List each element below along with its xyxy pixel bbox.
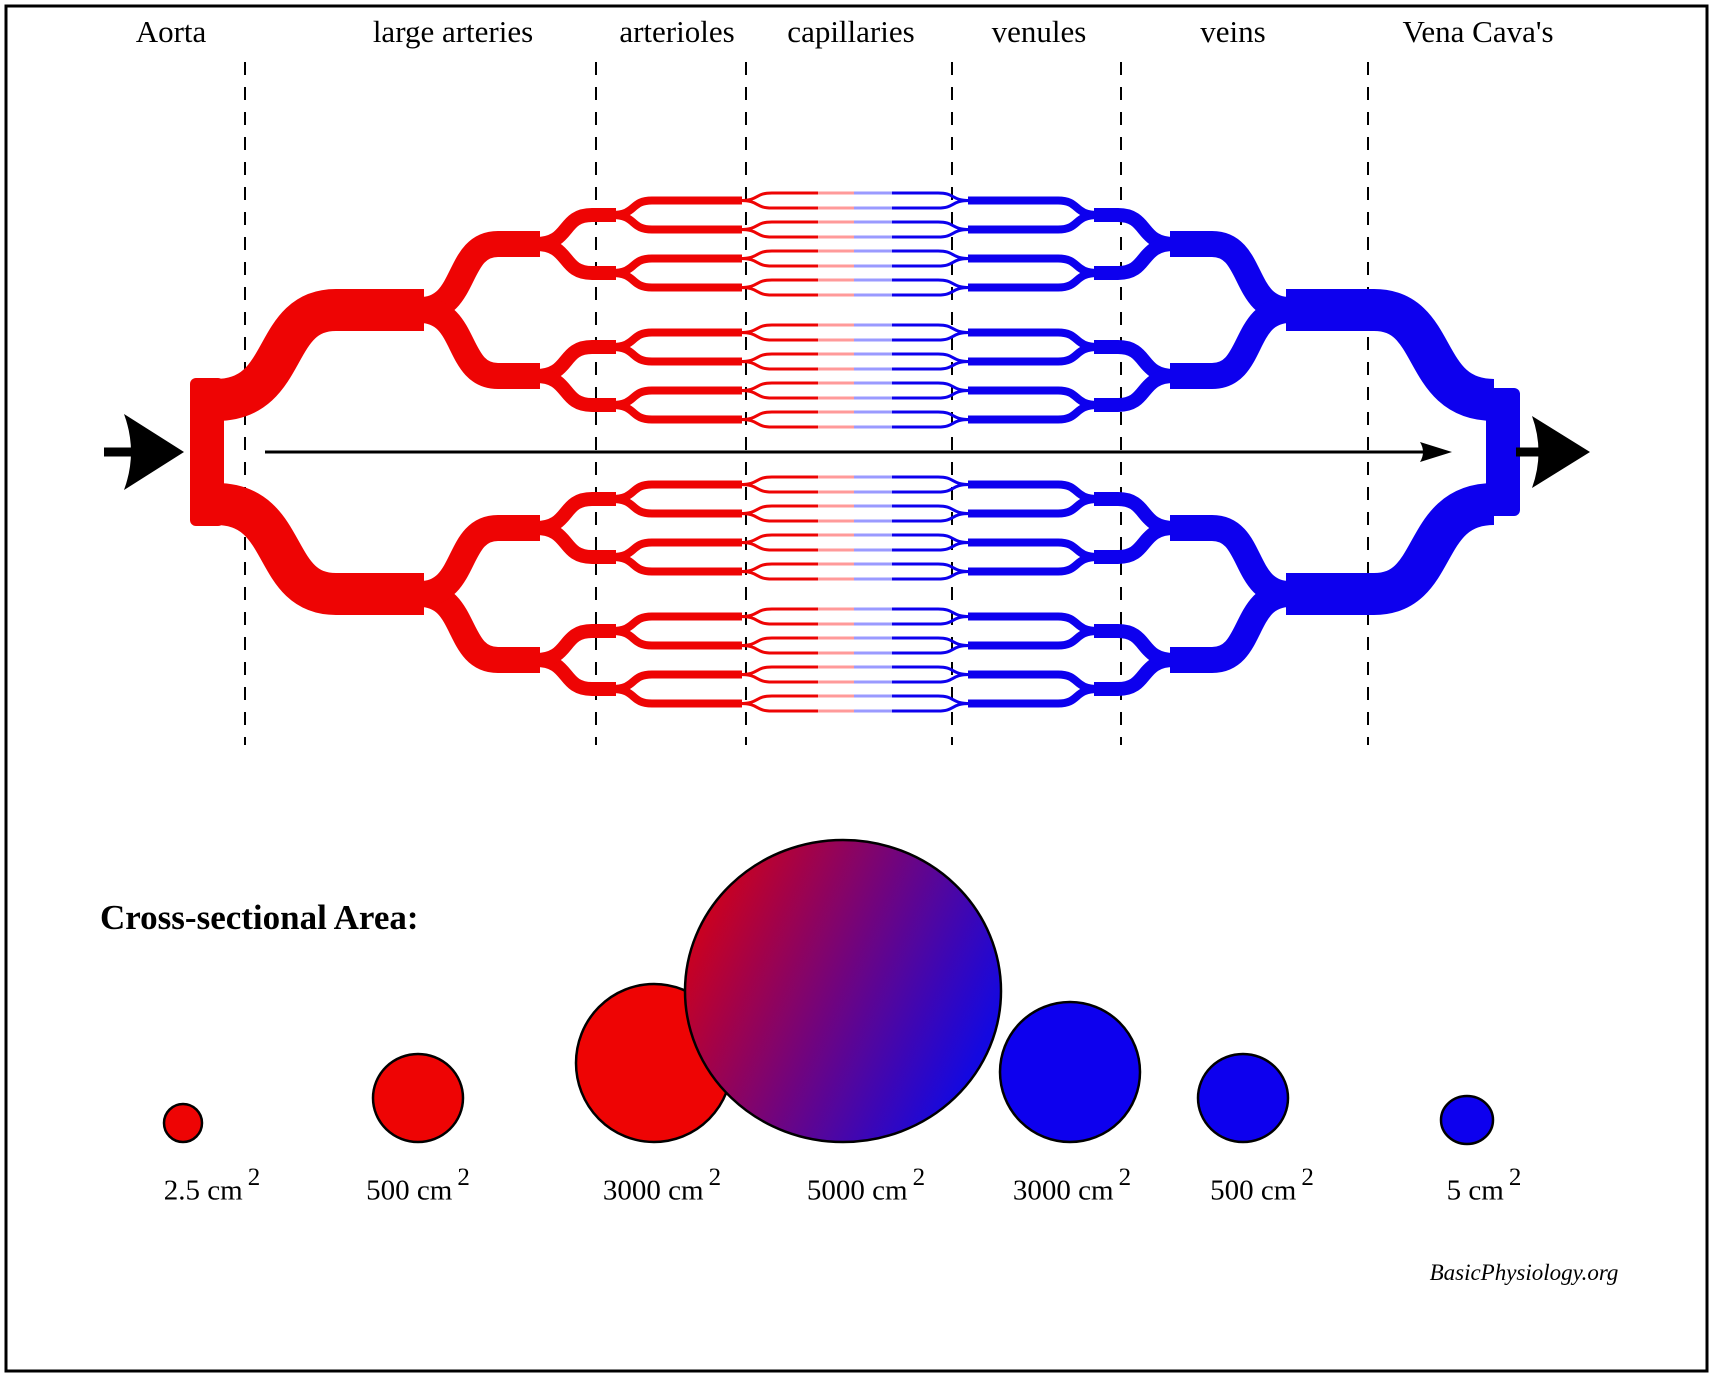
area-value-text: 500 cm [1210, 1174, 1297, 1207]
flow-direction-arrowhead [265, 442, 1452, 462]
area-value-superscript: 2 [457, 1164, 470, 1191]
area-value-superscript: 2 [912, 1164, 926, 1191]
vessel-zone-label-veins: veins [1200, 14, 1266, 49]
area-value-label-vena-cava: 5 cm 2 [1446, 1164, 1522, 1208]
area-value-superscript: 2 [708, 1164, 722, 1191]
area-value-label-capillaries: 5000 cm 2 [806, 1164, 925, 1208]
area-circle-vena-cava [1439, 1094, 1495, 1146]
attribution-text: BasicPhysiology.org [1429, 1260, 1619, 1285]
area-value-label-arterioles: 3000 cm 2 [602, 1164, 721, 1208]
area-value-text: 5000 cm [806, 1174, 908, 1207]
area-value-superscript: 2 [247, 1164, 261, 1191]
blood-flow-out-arrow [1516, 416, 1590, 488]
image-border [4, 4, 1709, 1373]
vein-tree-lower [854, 477, 1494, 711]
area-value-superscript: 2 [1508, 1164, 1522, 1191]
area-circle-large-arteries [371, 1052, 465, 1144]
artery-tree-lower [216, 477, 856, 711]
vein-tree-upper [854, 193, 1494, 427]
area-value-superscript: 2 [1118, 1164, 1132, 1191]
area-value-text: 500 cm [366, 1174, 453, 1207]
area-value-text: 5 cm [1446, 1174, 1504, 1207]
area-value-superscript: 2 [1301, 1164, 1314, 1191]
aorta-trunk [190, 378, 224, 526]
vessel-zone-label-venules: venules [991, 14, 1087, 49]
artery-tree-upper [216, 193, 856, 427]
area-circle-veins [1196, 1052, 1290, 1144]
area-value-text: 3000 cm [602, 1174, 704, 1207]
vessel-zone-label-vena-cava-s: Vena Cava's [1402, 14, 1554, 49]
vessel-zone-label-large-arteries: large arteries [372, 14, 534, 49]
area-circle-aorta [162, 1102, 204, 1144]
area-circle-venules [998, 1000, 1142, 1144]
area-value-label-large-arteries: 500 cm 2 [366, 1164, 470, 1208]
area-value-label-aorta: 2.5 cm 2 [163, 1164, 260, 1208]
area-value-label-veins: 500 cm 2 [1210, 1164, 1314, 1208]
area-value-text: 2.5 cm [163, 1174, 243, 1207]
area-value-label-venules: 3000 cm 2 [1012, 1164, 1131, 1208]
blood-flow-in-arrow [104, 414, 184, 490]
vena-cava-trunk [1486, 388, 1520, 516]
vessel-zone-label-capillaries: capillaries [787, 14, 915, 49]
cross-sectional-area-title: Cross-sectional Area: [100, 898, 419, 937]
vessel-zone-label-arterioles: arterioles [619, 14, 735, 49]
vessel-zone-label-aorta: Aorta [135, 14, 207, 49]
area-value-text: 3000 cm [1012, 1174, 1114, 1207]
area-circle-capillaries [683, 838, 1003, 1144]
